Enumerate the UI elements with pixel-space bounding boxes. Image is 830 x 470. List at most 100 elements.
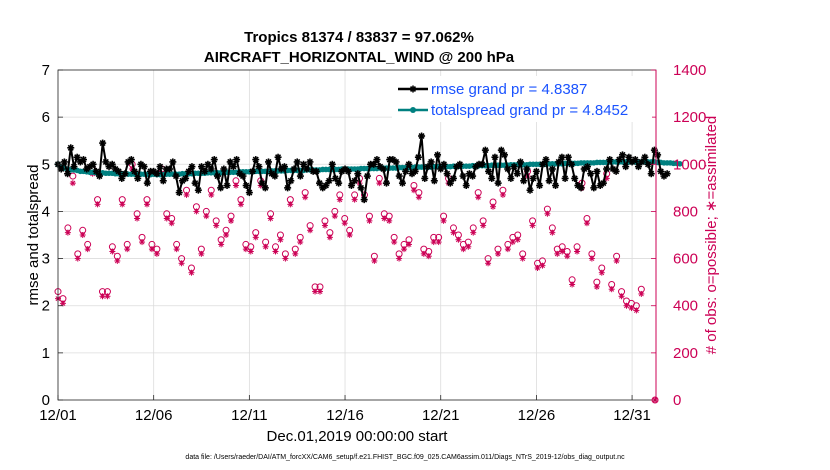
rmse-point-stroke	[558, 154, 565, 161]
obs-assimilated-marker-stroke	[381, 216, 387, 221]
rmse-point-stroke	[169, 158, 176, 165]
obs-assimilated-marker-stroke	[287, 201, 293, 207]
obs-assimilated-marker-stroke	[282, 256, 288, 262]
rmse-point-stroke	[300, 161, 307, 168]
rmse-point-stroke	[204, 161, 211, 168]
x-tick-label: 12/01	[39, 407, 77, 424]
legend-spread-dot	[410, 107, 416, 113]
rmse-point	[507, 174, 515, 182]
obs-assimilated-marker	[509, 239, 516, 246]
rmse-point-stroke	[501, 151, 508, 158]
rmse-point	[427, 158, 435, 166]
obs-assimilated-marker	[455, 236, 462, 243]
obs-assimilated-marker-stroke	[628, 305, 634, 311]
obs-assimilated-marker-stroke	[243, 246, 249, 252]
rmse-point-stroke	[61, 158, 68, 165]
obs-assimilated-marker	[247, 248, 254, 255]
rmse-point-stroke	[412, 168, 419, 175]
rmse-point-stroke	[236, 170, 243, 177]
right-tick-label: 600	[673, 251, 698, 268]
rmse-point	[344, 167, 352, 175]
obs-assimilated-marker-stroke	[520, 256, 526, 262]
rmse-point	[140, 163, 148, 171]
obs-assimilated-marker-stroke	[564, 253, 570, 259]
rmse-point	[414, 153, 422, 161]
rmse-point-stroke	[447, 180, 454, 187]
rmse-point-stroke	[201, 168, 208, 175]
rmse-point-stroke	[287, 177, 294, 184]
rmse-point	[351, 177, 359, 185]
rmse-point	[316, 179, 324, 187]
rmse-point-stroke	[520, 177, 527, 184]
obs-assimilated-marker-stroke	[515, 237, 521, 243]
rmse-point	[434, 151, 442, 159]
rmse-point	[201, 167, 209, 175]
rmse-point	[411, 167, 419, 175]
x-axis-label: Dec.01,2019 00:00:00 start	[267, 428, 449, 445]
obs-assimilated-marker-stroke	[416, 194, 422, 200]
obs-assimilated-marker-stroke	[317, 289, 323, 295]
rmse-point	[481, 146, 489, 154]
obs-assimilated-marker	[297, 239, 304, 246]
legend-spread-label: totalspread grand pr = 4.8452	[431, 102, 628, 119]
obs-assimilated-marker	[336, 196, 343, 203]
obs-assimilated-marker	[475, 194, 482, 201]
left-tick-label: 7	[42, 62, 50, 79]
rmse-point	[99, 139, 107, 147]
rmse-point-stroke	[313, 168, 320, 175]
rmse-point-stroke	[517, 158, 524, 165]
rmse-point	[115, 167, 123, 175]
obs-assimilated-marker	[544, 210, 551, 217]
rmse-point-stroke	[562, 175, 569, 182]
rmse-point-stroke	[460, 173, 467, 180]
legend-rmse-label: rmse grand pr = 4.8387	[431, 81, 587, 98]
rmse-point-stroke	[373, 156, 380, 163]
x-tick-label: 12/11	[231, 407, 267, 424]
rmse-point-stroke	[405, 161, 412, 168]
obs-assimilated-marker-stroke	[198, 251, 204, 257]
rmse-point-stroke	[150, 168, 157, 175]
obs-assimilated-marker-stroke	[134, 216, 140, 221]
rmse-point	[280, 163, 288, 171]
rmse-point-stroke	[632, 156, 639, 163]
rmse-point	[322, 182, 330, 189]
rmse-point	[539, 160, 547, 168]
rmse-point	[255, 163, 263, 171]
obs-assimilated-marker-stroke	[332, 213, 338, 219]
left-tick-label: 1	[42, 345, 50, 362]
left-axis-ticks: 0 1 2 3 4 5 6 7	[42, 62, 63, 409]
obs-assimilated-marker-stroke	[80, 232, 86, 238]
rmse-point-stroke	[491, 154, 498, 161]
obs-assimilated-marker	[366, 217, 373, 224]
rmse-point	[265, 158, 272, 166]
rmse-point-stroke	[635, 163, 642, 170]
obs-assimilated-marker	[208, 191, 215, 198]
rmse-point-stroke	[609, 165, 616, 173]
rmse-point-stroke	[176, 189, 183, 196]
rmse-point-stroke	[128, 156, 135, 163]
rmse-point	[644, 160, 652, 168]
rmse-point-stroke	[664, 170, 671, 177]
obs-assimilated-marker-stroke	[470, 230, 476, 236]
rmse-point-stroke	[469, 173, 476, 180]
obs-assimilated-marker-stroke	[277, 237, 283, 243]
obs-assimilated-marker	[203, 213, 210, 220]
rmse-point	[185, 167, 193, 175]
obs-assimilated-marker-stroke	[431, 239, 437, 245]
rmse-point	[210, 156, 218, 164]
rmse-point-stroke	[198, 163, 205, 170]
left-tick-label: 0	[42, 392, 50, 409]
rmse-point	[395, 172, 403, 180]
rmse-point	[561, 174, 569, 182]
rmse-point-stroke	[80, 156, 87, 163]
obs-assimilated-marker-stroke	[475, 194, 481, 200]
obs-assimilated-marker-stroke	[465, 244, 471, 250]
right-tick-label: 1400	[673, 62, 706, 79]
rmse-point	[383, 179, 390, 187]
x-tick-label: 12/31	[613, 407, 651, 424]
rmse-point	[182, 174, 190, 182]
totalspread-point	[677, 161, 683, 167]
rmse-point	[494, 179, 502, 187]
obs-assimilated-marker	[218, 241, 225, 248]
rmse-point	[593, 167, 601, 175]
